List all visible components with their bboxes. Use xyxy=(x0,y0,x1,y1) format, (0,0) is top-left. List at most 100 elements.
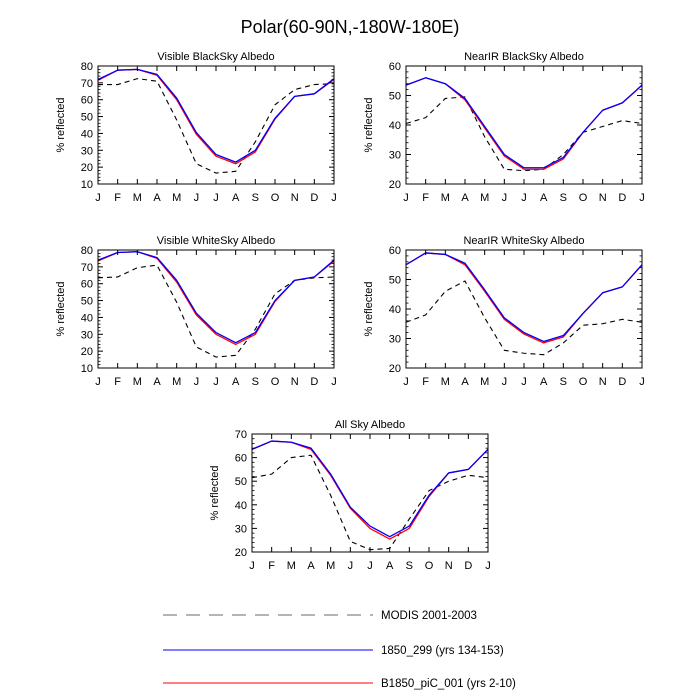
x-tick-label: J xyxy=(403,192,409,204)
series-line xyxy=(405,252,643,344)
x-tick-label: J xyxy=(95,376,101,388)
x-tick-label: S xyxy=(560,192,567,204)
x-tick-label: N xyxy=(291,192,299,204)
plot-frame xyxy=(97,65,335,185)
series-line xyxy=(251,440,489,538)
y-tick-label: 60 xyxy=(81,279,93,291)
chart-title: All Sky Albedo xyxy=(335,419,405,431)
x-tick-label: J xyxy=(194,376,200,388)
series-line xyxy=(98,78,335,174)
y-tick-label: 20 xyxy=(389,363,401,375)
y-tick-label: 50 xyxy=(235,476,247,488)
series-line xyxy=(405,77,643,170)
x-tick-label: J xyxy=(95,192,101,204)
plot-frame xyxy=(251,433,489,553)
x-tick-label: J xyxy=(367,560,373,572)
y-tick-label: 60 xyxy=(389,61,401,73)
x-tick-label: N xyxy=(445,560,453,572)
x-tick-label: A xyxy=(153,376,161,388)
page-title: Polar(60-90N,-180W-180E) xyxy=(241,17,460,37)
y-tick-label: 70 xyxy=(81,262,93,274)
x-tick-label: J xyxy=(639,376,645,388)
x-tick-label: J xyxy=(331,376,337,388)
x-tick-label: J xyxy=(521,376,527,388)
x-tick-label: M xyxy=(172,192,181,204)
y-tick-label: 60 xyxy=(389,245,401,257)
y-tick-label: 30 xyxy=(235,523,247,535)
x-tick-label: O xyxy=(579,192,588,204)
x-tick-label: M xyxy=(287,560,296,572)
y-axis-label: % reflected xyxy=(55,97,67,152)
legend: MODIS 2001-2003 1850_299 (yrs 134-153) B18… xyxy=(163,610,516,690)
x-tick-label: M xyxy=(172,376,181,388)
y-tick-label: 30 xyxy=(81,145,93,157)
plot-frame xyxy=(97,249,335,369)
x-tick-label: A xyxy=(232,192,240,204)
x-tick-label: M xyxy=(326,560,335,572)
x-tick-label: J xyxy=(348,560,354,572)
x-tick-label: F xyxy=(114,376,121,388)
x-tick-label: F xyxy=(114,192,121,204)
x-tick-label: J xyxy=(194,192,200,204)
y-tick-label: 50 xyxy=(389,275,401,287)
y-tick-label: 80 xyxy=(81,61,93,73)
x-tick-label: J xyxy=(331,192,337,204)
y-axis-label: % reflected xyxy=(209,465,221,520)
legend-label: 1850_299 (yrs 134-153) xyxy=(381,645,504,657)
chart-title: Visible WhiteSky Albedo xyxy=(157,235,275,247)
x-tick-label: J xyxy=(213,192,219,204)
series-line xyxy=(97,68,335,165)
chart-title: NearIR BlackSky Albedo xyxy=(464,51,584,63)
y-tick-label: 20 xyxy=(81,162,93,174)
x-tick-label: M xyxy=(441,192,450,204)
x-tick-label: M xyxy=(133,192,142,204)
x-tick-label: S xyxy=(252,376,259,388)
chart-title: Visible BlackSky Albedo xyxy=(157,51,274,63)
y-tick-label: 10 xyxy=(81,363,93,375)
chart-title: NearIR WhiteSky Albedo xyxy=(463,235,584,247)
x-tick-label: D xyxy=(618,376,626,388)
x-tick-label: J xyxy=(403,376,409,388)
series-line xyxy=(251,454,489,551)
x-tick-label: D xyxy=(464,560,472,572)
x-tick-label: F xyxy=(268,560,275,572)
x-tick-label: D xyxy=(310,376,318,388)
y-axis-label: % reflected xyxy=(363,97,375,152)
y-tick-label: 30 xyxy=(389,150,401,162)
x-tick-label: O xyxy=(579,376,588,388)
series-line xyxy=(97,68,335,163)
legend-label: B1850_piC_001 (yrs 2-10) xyxy=(381,678,516,690)
x-tick-label: O xyxy=(271,376,280,388)
y-tick-label: 20 xyxy=(389,179,401,191)
y-tick-label: 40 xyxy=(389,304,401,316)
series-line xyxy=(97,251,335,346)
y-tick-label: 60 xyxy=(81,95,93,107)
x-tick-label: N xyxy=(599,192,607,204)
y-tick-label: 40 xyxy=(81,128,93,140)
plot-frame xyxy=(405,65,643,185)
x-tick-label: A xyxy=(540,376,548,388)
x-tick-label: J xyxy=(639,192,645,204)
x-tick-label: M xyxy=(480,376,489,388)
x-tick-label: O xyxy=(425,560,434,572)
y-tick-label: 70 xyxy=(235,429,247,441)
series-line xyxy=(97,264,335,358)
y-tick-label: 20 xyxy=(235,547,247,559)
y-axis-label: % reflected xyxy=(55,281,67,336)
y-tick-label: 50 xyxy=(81,112,93,124)
y-axis-label: % reflected xyxy=(363,281,375,336)
x-tick-label: J xyxy=(213,376,219,388)
x-tick-label: M xyxy=(480,192,489,204)
x-tick-label: A xyxy=(540,192,548,204)
plot-frame xyxy=(405,249,643,369)
series-line xyxy=(251,440,489,540)
series-line xyxy=(405,252,643,343)
x-tick-label: S xyxy=(406,560,413,572)
x-tick-label: M xyxy=(441,376,450,388)
x-tick-label: S xyxy=(252,192,259,204)
y-tick-label: 20 xyxy=(81,346,93,358)
